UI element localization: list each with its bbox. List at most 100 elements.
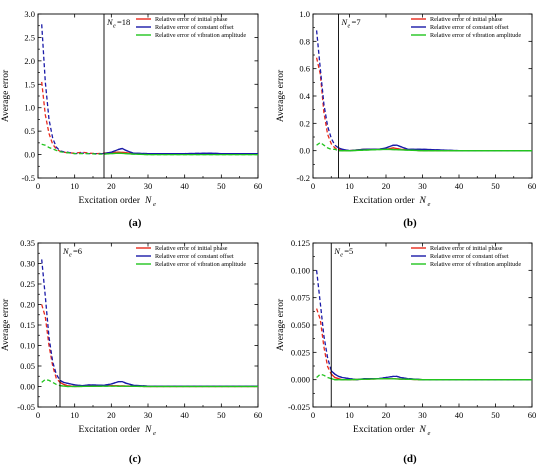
x-tick-label: 20 [107, 410, 116, 420]
legend-entry: Relative error of vibration amplitude [430, 261, 521, 268]
legend-entry: Relative error of constant offset [155, 253, 234, 260]
legend-entry: Relative error of initial phase [155, 16, 228, 23]
x-tick-label: 50 [217, 410, 226, 420]
x-tick-label: 0 [311, 181, 315, 191]
x-axis-label-symbol: N [144, 425, 152, 435]
legend-entry: Relative error of constant offset [430, 24, 509, 31]
x-tick-label: 0 [36, 410, 40, 420]
legend-entry: Relative error of vibration amplitude [430, 32, 521, 39]
y-tick-label: 0.2 [299, 118, 310, 128]
y-axis-label: Average error [1, 298, 11, 351]
x-axis-label-subscript: e [428, 430, 431, 437]
legend-entry: Relative error of vibration amplitude [155, 261, 246, 268]
y-tick-label: 2.5 [24, 32, 35, 42]
cutoff-label-value: =5 [344, 246, 353, 256]
x-tick-label: 30 [418, 181, 427, 191]
y-tick-label: 0.10 [20, 341, 35, 351]
x-axis-label-subscript: e [153, 430, 156, 437]
x-tick-label: 60 [528, 410, 537, 420]
y-tick-label: 0.000 [291, 375, 310, 385]
legend-entry: Relative error of initial phase [430, 245, 503, 252]
x-tick-label: 60 [254, 410, 263, 420]
chart-panel-b: 0 10 20 30 40 50 60 -0.2 0.0 0.2 0.4 0.6 0.8 1.0 Avera… [276, 9, 536, 229]
y-tick-label: 0.05 [20, 361, 35, 371]
panel-label: (b) [403, 217, 417, 229]
y-tick-label: 0.0 [299, 146, 310, 156]
x-tick-label: 50 [491, 181, 500, 191]
y-tick-label: 1.0 [299, 9, 310, 19]
x-tick-label: 40 [455, 181, 464, 191]
y-tick-label: 0.5 [24, 126, 35, 136]
y-tick-label: 0.35 [20, 238, 35, 248]
x-tick-label: 30 [418, 410, 427, 420]
y-tick-label: 1.0 [24, 103, 35, 113]
series-line-vibration-amplitude [331, 377, 532, 381]
x-axis-label: Excitation order [79, 196, 141, 206]
cutoff-label-subscript: e [69, 253, 72, 259]
x-axis-label-subscript: e [428, 201, 431, 208]
x-tick-label: 30 [144, 410, 153, 420]
y-tick-label: 0.100 [291, 265, 310, 275]
series-line-vibration-amplitude [59, 385, 258, 388]
legend-entry: Relative error of vibration amplitude [155, 32, 246, 39]
y-tick-label: 3.0 [24, 9, 35, 19]
y-tick-label: 0.0 [24, 150, 35, 160]
legend-entry: Relative error of constant offset [155, 24, 234, 31]
x-tick-label: 10 [345, 181, 354, 191]
x-axis-label: Excitation order [79, 425, 141, 435]
y-tick-label: 0.8 [299, 36, 310, 46]
x-tick-label: 10 [345, 410, 354, 420]
series-line-constant-offset-dashed [315, 30, 532, 152]
y-tick-label: 2.0 [24, 56, 35, 66]
cutoff-label-value: =18 [117, 17, 130, 27]
x-tick-label: 40 [180, 181, 189, 191]
y-tick-label: 0.125 [291, 238, 310, 248]
chart-panel-c: 0 10 20 30 40 50 60 -0.05 0.00 0.05 0.10 0.15 0.20 0.… [1, 238, 262, 465]
x-axis-label-subscript: e [153, 201, 156, 208]
series-line-initial-phase-dashed [41, 81, 258, 155]
y-tick-label: 1.5 [24, 79, 35, 89]
y-axis-label: Average error [276, 298, 286, 351]
x-axis-label-symbol: N [419, 196, 427, 206]
y-tick-label: 0.4 [299, 91, 310, 101]
legend-entry: Relative error of constant offset [430, 253, 509, 260]
x-axis-label-symbol: N [419, 425, 427, 435]
y-axis-label: Average error [276, 69, 286, 122]
y-tick-label: 0.00 [20, 382, 35, 392]
y-tick-label: 0.15 [20, 320, 35, 330]
series-line-vibration-amplitude [338, 148, 532, 152]
x-tick-label: 50 [491, 410, 500, 420]
x-tick-label: 20 [107, 181, 116, 191]
cutoff-label-subscript: e [348, 24, 351, 30]
series-line-constant-offset-dashed [41, 24, 258, 155]
y-tick-label: 0.20 [20, 300, 35, 310]
series-line-constant-offset [330, 370, 532, 381]
x-tick-label: 60 [528, 181, 537, 191]
panel-label: (d) [403, 453, 417, 465]
y-tick-label: -0.05 [17, 402, 35, 412]
series-line-initial-phase-dashed [41, 304, 258, 388]
x-tick-label: 20 [382, 181, 391, 191]
cutoff-label-value: =7 [352, 17, 361, 27]
legend-entry: Relative error of initial phase [430, 16, 503, 23]
chart-panel-a: 0 10 20 30 40 50 60 -0.5 0.0 0.5 1.0 1.5 2.0 2.5 3.0 Av… [1, 9, 262, 229]
x-tick-label: 10 [70, 181, 79, 191]
y-tick-label: 0.050 [291, 320, 310, 330]
x-axis-label: Excitation order [353, 196, 415, 206]
x-axis-label: Excitation order [353, 425, 415, 435]
y-tick-label: -0.025 [288, 402, 310, 412]
cutoff-label-subscript: e [113, 24, 116, 30]
y-tick-label: 0.6 [299, 64, 310, 74]
chart-panel-d: 0 10 20 30 40 50 60 -0.025 0.000 0.025 0.050 0.075 0… [276, 238, 536, 465]
y-tick-label: -0.2 [297, 173, 310, 183]
series-line-constant-offset-dashed [315, 270, 532, 381]
x-tick-label: 30 [144, 181, 153, 191]
panel-label: (a) [129, 217, 142, 229]
cutoff-label-symbol: N [333, 246, 341, 256]
y-tick-label: -0.5 [22, 173, 35, 183]
series-line-constant-offset [103, 147, 258, 155]
y-tick-label: 0.025 [291, 347, 310, 357]
cutoff-label-symbol: N [106, 17, 114, 27]
series-line-constant-offset-dashed [41, 259, 258, 387]
y-axis-label: Average error [1, 69, 11, 122]
